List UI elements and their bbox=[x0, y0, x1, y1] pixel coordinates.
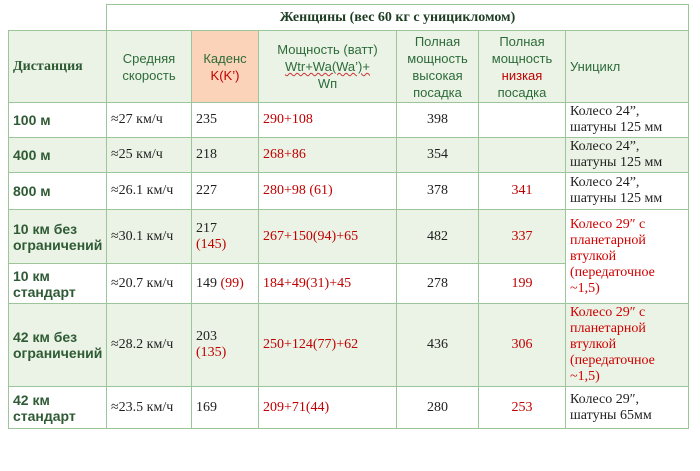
cell-full-high: 378 bbox=[396, 172, 479, 210]
cell-power: 290+108 bbox=[258, 102, 397, 138]
table-row: 800 м ≈26.1 км/ч 227 280+98 (61) 378 341… bbox=[8, 172, 690, 210]
cell-speed: ≈27 км/ч bbox=[106, 102, 192, 138]
cell-cadence: 235 bbox=[191, 102, 259, 138]
cell-speed: ≈26.1 км/ч bbox=[106, 172, 192, 210]
cell-unicycle: Колесо 29″ с планетарной втулкой (переда… bbox=[564, 209, 690, 304]
header-full-low: Полная мощность низкая посадка bbox=[478, 30, 566, 103]
cell-full-high: 280 bbox=[396, 386, 479, 429]
cadence-alt-value: (99) bbox=[220, 275, 244, 291]
cell-cadence: 203 (135) bbox=[191, 303, 259, 387]
header-power-line3: Wп bbox=[317, 76, 338, 91]
cell-power: 209+71(44) bbox=[258, 386, 397, 429]
cell-cadence: 169 bbox=[191, 386, 259, 429]
cell-full-high: 436 bbox=[396, 303, 479, 387]
cell-full-low: 341 bbox=[478, 172, 566, 210]
cell-full-low: 306 bbox=[478, 303, 566, 387]
cell-cadence: 217 (145) bbox=[191, 209, 259, 264]
table-row: 400 м ≈25 км/ч 218 268+86 354 Колесо 24”… bbox=[8, 137, 690, 173]
cell-power: 267+150(94)+65 bbox=[258, 209, 397, 264]
cell-full-high: 482 bbox=[396, 209, 479, 264]
title-row: Женщины (вес 60 кг с уницикломом) bbox=[8, 4, 690, 31]
cell-cadence: 218 bbox=[191, 137, 259, 173]
table-row: 42 км без ограничений ≈28.2 км/ч 203 (13… bbox=[8, 303, 690, 387]
header-cadence-label: Каденс bbox=[203, 50, 247, 66]
header-power-line1: Мощность (ватт) bbox=[277, 42, 378, 57]
corner-cell bbox=[8, 4, 107, 31]
cell-speed: ≈28.2 км/ч bbox=[106, 303, 192, 387]
header-speed: Средняя скорость bbox=[106, 30, 192, 103]
cell-power: 268+86 bbox=[258, 137, 397, 173]
cell-distance: 42 км стандарт bbox=[8, 386, 107, 429]
cadence-value: 217 bbox=[196, 220, 217, 236]
cell-full-low: 199 bbox=[478, 263, 566, 304]
header-full-high: Полная мощность высокая посадка bbox=[396, 30, 479, 103]
cell-unicycle: Колесо 29″, шатуны 65мм bbox=[564, 386, 690, 429]
cell-distance: 10 км стандарт bbox=[8, 263, 107, 304]
header-power-line2: Wtr+Wa(Wa’)+ bbox=[285, 59, 370, 74]
cell-cadence: 149 (99) bbox=[191, 263, 259, 304]
cell-power: 250+124(77)+62 bbox=[258, 303, 397, 387]
cadence-alt-value: (135) bbox=[196, 345, 227, 360]
cell-full-low: 253 bbox=[478, 386, 566, 429]
cell-unicycle: Колесо 24”, шатуны 125 мм bbox=[564, 102, 690, 138]
cell-unicycle: Колесо 24”, шатуны 125 мм bbox=[564, 137, 690, 173]
header-cadence-k: K(K’) bbox=[210, 67, 240, 83]
cell-distance: 800 м bbox=[8, 172, 107, 210]
cell-power: 280+98 (61) bbox=[258, 172, 397, 210]
cell-speed: ≈30.1 км/ч bbox=[106, 209, 192, 264]
header-full-low-red: низкая bbox=[501, 67, 543, 83]
cell-unicycle: Колесо 29″ с планетарной втулкой (переда… bbox=[564, 303, 690, 387]
cadence-alt-value: (145) bbox=[196, 236, 227, 252]
cell-distance: 400 м bbox=[8, 137, 107, 173]
cell-distance: 10 км без ограничений bbox=[8, 209, 107, 264]
women-unicycle-table: Женщины (вес 60 кг с уницикломом) Дистан… bbox=[8, 4, 690, 429]
cell-full-high: 278 bbox=[396, 263, 479, 304]
cell-unicycle: Колесо 24”, шатуны 125 мм bbox=[564, 172, 690, 210]
table-title: Женщины (вес 60 кг с уницикломом) bbox=[105, 4, 690, 31]
cell-cadence: 227 bbox=[191, 172, 259, 210]
table-row: 100 м ≈27 км/ч 235 290+108 398 Колесо 24… bbox=[8, 102, 690, 138]
header-full-low-2: посадка bbox=[497, 84, 547, 100]
header-cadence: Каденс K(K’) bbox=[191, 30, 259, 103]
table-row: 42 км стандарт ≈23.5 км/ч 169 209+71(44)… bbox=[8, 386, 690, 429]
table-row: 10 км без ограничений ≈30.1 км/ч 217 (14… bbox=[8, 209, 690, 304]
header-row: Дистанция Средняя скорость Каденс K(K’) … bbox=[8, 30, 690, 103]
cell-full-high: 398 bbox=[396, 102, 479, 138]
cell-power: 184+49(31)+45 bbox=[258, 263, 397, 304]
cell-full-low bbox=[478, 137, 566, 173]
cadence-value: 203 bbox=[196, 329, 217, 344]
cell-full-low: 337 bbox=[478, 209, 566, 264]
cell-distance: 100 м bbox=[8, 102, 107, 138]
header-power: Мощность (ватт) Wtr+Wa(Wa’)+ Wп bbox=[258, 30, 397, 103]
header-unicycle: Уницикл bbox=[564, 30, 690, 103]
cell-full-high: 354 bbox=[396, 137, 479, 173]
cell-speed: ≈20.7 км/ч bbox=[106, 263, 192, 304]
table-row: 10 км стандарт ≈20.7 км/ч 149 (99) 184+4… bbox=[8, 263, 689, 304]
cell-distance: 42 км без ограничений bbox=[8, 303, 107, 387]
cell-full-low bbox=[478, 102, 566, 138]
header-distance: Дистанция bbox=[8, 30, 107, 103]
cadence-value: 149 bbox=[196, 275, 217, 291]
cell-speed: ≈23.5 км/ч bbox=[106, 386, 192, 429]
header-full-low-1: Полная мощность bbox=[491, 33, 553, 66]
cell-speed: ≈25 км/ч bbox=[106, 137, 192, 173]
